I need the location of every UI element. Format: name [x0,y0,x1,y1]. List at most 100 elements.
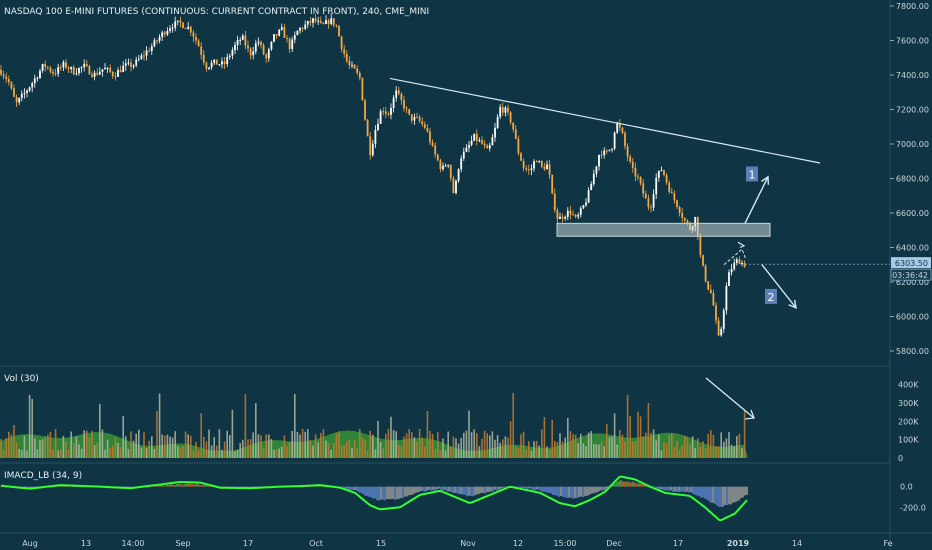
volume-bar [213,437,215,458]
volume-bar [275,449,278,458]
candle-body [267,49,270,59]
candle-body [135,59,138,66]
candle-body [665,174,668,183]
volume-bar [424,446,426,458]
volume-bar [655,440,657,458]
candle-body [57,67,60,74]
macd-histogram-bar [370,486,372,498]
volume-bar [413,437,416,458]
candle-body [171,27,174,29]
volume-bar [65,441,67,458]
candle-body [473,133,476,141]
macd-histogram-bar [478,486,480,494]
macd-histogram-bar [388,486,390,500]
price-tick-label: 7200.00 [896,106,929,115]
candle-body [72,67,75,75]
volume-bar [104,449,106,458]
candle-body [592,173,595,184]
volume-bar [13,425,15,458]
macd-histogram-bar [74,486,76,488]
volume-bar [738,433,741,458]
volume-bar [408,429,410,458]
macd-histogram-bar [714,486,716,505]
volume-bar [2,450,5,458]
candle-body [683,217,686,221]
macd-histogram-bar [64,486,66,487]
macd-histogram-bar [408,486,410,496]
macd-histogram-bar [360,486,362,493]
volume-bar [93,445,96,458]
candle-body [694,216,697,227]
volume-bar [200,413,202,458]
candle-body [150,46,153,51]
volume-bar [117,442,119,458]
macd-histogram-bar [576,486,578,499]
volume-bar [130,431,132,458]
volume-bar [203,436,205,458]
candle-body [673,193,676,201]
macd-histogram-bar [668,486,670,491]
candle-body [733,262,736,269]
candle-body [197,40,200,47]
macd-histogram-bar [734,486,736,503]
volume-bar [231,409,234,458]
volume-bar [325,440,327,458]
candle-body [340,36,343,50]
candle-body [470,140,473,145]
macd-histogram-bar [416,486,418,493]
candle-body [319,20,322,23]
volume-bar [483,430,486,458]
scenario-1-arrow-head [761,175,770,185]
candle-body [533,161,535,169]
last-price-tag [891,257,931,269]
macd-histogram-bar [582,486,584,498]
wave-guide-dashed [723,248,747,266]
candle-body [122,65,125,72]
macd-histogram-bar [396,486,398,500]
candle-body [44,64,47,67]
candle-body [483,143,486,146]
macd-histogram-bar [196,483,198,487]
macd-histogram-bar [502,486,504,488]
candle-body [371,143,374,156]
candle-body [223,61,226,65]
volume-bar [164,435,166,458]
volume-bar [733,446,735,458]
candle-body [283,27,286,38]
volume-bar [18,448,20,458]
volume-bar [676,440,678,458]
candle-body [590,183,593,191]
volume-bar [470,432,473,458]
scenario-2-label: 2 [768,291,775,304]
macd-histogram-bar [670,486,672,491]
volume-bar [15,442,18,458]
volume-bar [499,442,501,458]
volume-bar [613,413,616,458]
volume-bar [707,433,709,458]
candle-body [397,90,400,94]
candle-body [234,44,236,51]
volume-bar [119,446,122,458]
volume-bar [34,438,36,458]
candle-body [478,140,481,142]
candle-body [634,167,637,177]
macd-histogram-bar [550,486,552,494]
macd-histogram-bar [662,486,664,490]
volume-bar [60,449,62,458]
macd-histogram-bar [690,486,692,493]
volume-bar [335,433,338,458]
candle-body [210,62,213,68]
volume-bar [320,433,322,458]
volume-bar [639,416,642,458]
volume-bar [468,410,470,458]
macd-histogram-bar [726,486,728,506]
macd-histogram-bar [484,486,486,494]
macd-histogram-bar [438,486,440,489]
volume-bar [112,445,114,458]
volume-bar [512,392,514,458]
volume-bar [132,440,135,458]
macd-histogram-bar [188,483,190,487]
candle-body [345,53,348,62]
volume-bar [91,430,93,458]
candle-body [244,35,247,46]
